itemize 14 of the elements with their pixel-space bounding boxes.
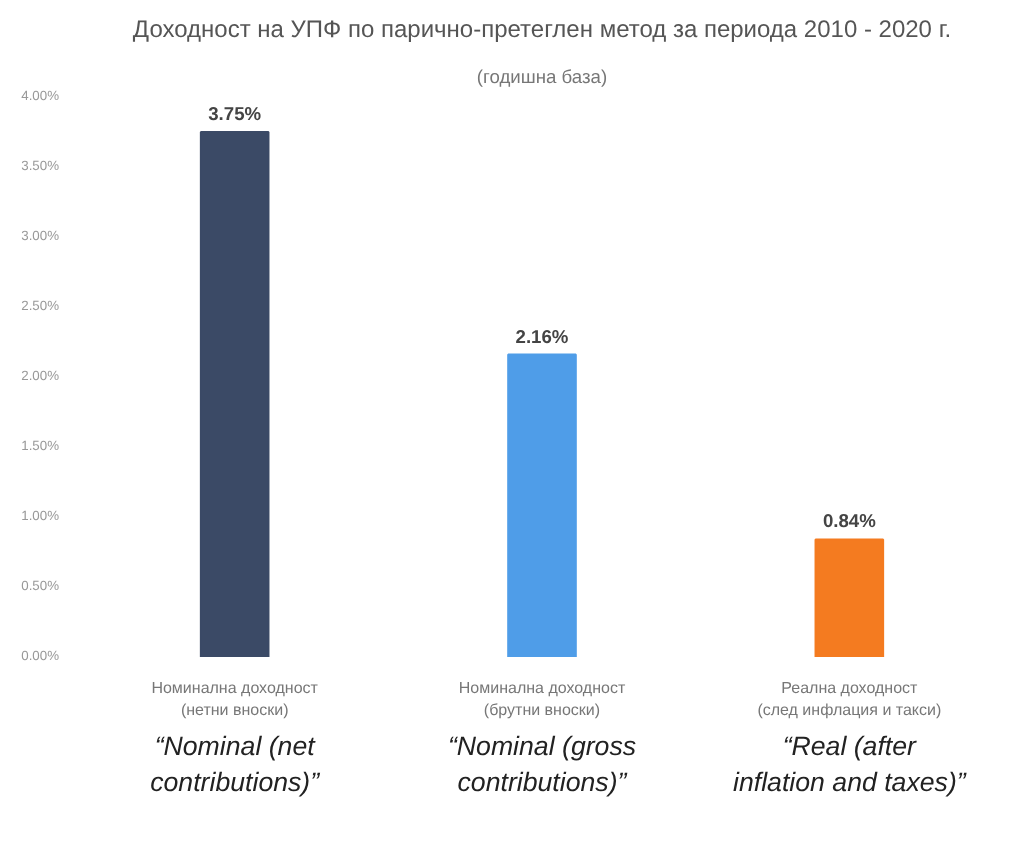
data-label: 0.84% [822, 511, 878, 532]
text: “Nominal (gross contributions)” [447, 731, 637, 798]
bar [814, 538, 885, 657]
text: “Real (after inflation and taxes)” [733, 731, 967, 798]
bar [199, 131, 270, 657]
chart-subtitle: (годишна база) [476, 67, 608, 87]
x-tick-label: Реална доходност (след инфлация и такси) [757, 679, 942, 719]
data-label: 3.75% [208, 104, 263, 124]
text: “Nominal (net contributions)” [150, 731, 321, 798]
x-tick-label: Номинална доходност (нетни вноски) [151, 679, 319, 719]
x-tick-label: Номинална доходност (брутни вноски) [458, 679, 626, 719]
chart-title: Доходност на УПФ по парично-претеглен метод за периода 2010 - 2020 г. [132, 15, 952, 43]
bar [507, 353, 577, 657]
data-label: 2.16% [515, 326, 570, 347]
